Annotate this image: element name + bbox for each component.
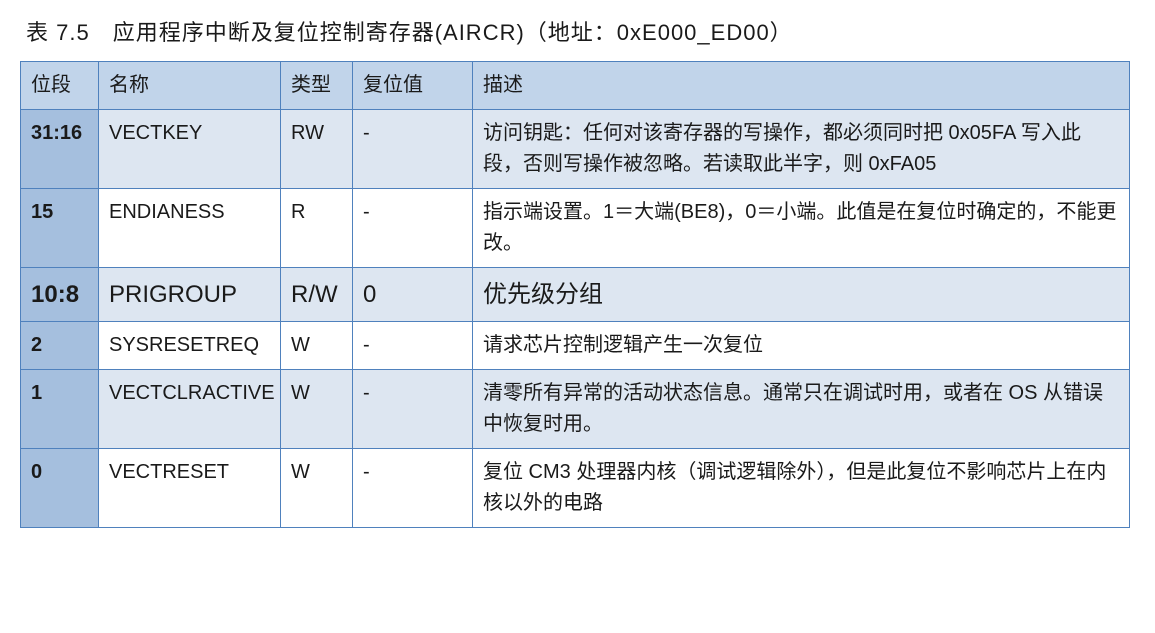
cell-bit: 0 bbox=[21, 449, 99, 528]
cell-name: VECTRESET bbox=[99, 449, 281, 528]
cell-type: W bbox=[281, 370, 353, 449]
cell-bit: 2 bbox=[21, 322, 99, 370]
cell-reset: - bbox=[353, 322, 473, 370]
cell-name: PRIGROUP bbox=[99, 268, 281, 322]
col-header-reset: 复位值 bbox=[353, 62, 473, 110]
cell-reset: 0 bbox=[353, 268, 473, 322]
col-header-desc: 描述 bbox=[473, 62, 1130, 110]
cell-desc: 指示端设置。1＝大端(BE8)，0＝小端。此值是在复位时确定的，不能更改。 bbox=[473, 189, 1130, 268]
cell-name: VECTCLRACTIVE bbox=[99, 370, 281, 449]
cell-reset: - bbox=[353, 189, 473, 268]
table-header-row: 位段 名称 类型 复位值 描述 bbox=[21, 62, 1130, 110]
table-row: 10:8PRIGROUPR/W0优先级分组 bbox=[21, 268, 1130, 322]
cell-bit: 1 bbox=[21, 370, 99, 449]
cell-bit: 31:16 bbox=[21, 110, 99, 189]
cell-type: R/W bbox=[281, 268, 353, 322]
cell-desc: 访问钥匙：任何对该寄存器的写操作，都必须同时把 0x05FA 写入此段，否则写操… bbox=[473, 110, 1130, 189]
cell-desc: 清零所有异常的活动状态信息。通常只在调试时用，或者在 OS 从错误中恢复时用。 bbox=[473, 370, 1130, 449]
cell-type: W bbox=[281, 322, 353, 370]
cell-type: R bbox=[281, 189, 353, 268]
cell-reset: - bbox=[353, 110, 473, 189]
cell-desc: 请求芯片控制逻辑产生一次复位 bbox=[473, 322, 1130, 370]
cell-bit: 15 bbox=[21, 189, 99, 268]
table-caption: 表 7.5 应用程序中断及复位控制寄存器(AIRCR)（地址：0xE000_ED… bbox=[26, 15, 1135, 47]
table-row: 0VECTRESETW-复位 CM3 处理器内核（调试逻辑除外），但是此复位不影… bbox=[21, 449, 1130, 528]
cell-type: RW bbox=[281, 110, 353, 189]
cell-desc: 优先级分组 bbox=[473, 268, 1130, 322]
table-row: 1VECTCLRACTIVEW-清零所有异常的活动状态信息。通常只在调试时用，或… bbox=[21, 370, 1130, 449]
cell-desc: 复位 CM3 处理器内核（调试逻辑除外），但是此复位不影响芯片上在内核以外的电路 bbox=[473, 449, 1130, 528]
cell-reset: - bbox=[353, 449, 473, 528]
cell-name: ENDIANESS bbox=[99, 189, 281, 268]
col-header-name: 名称 bbox=[99, 62, 281, 110]
register-table: 位段 名称 类型 复位值 描述 31:16VECTKEYRW-访问钥匙：任何对该… bbox=[20, 61, 1130, 528]
table-row: 2SYSRESETREQW-请求芯片控制逻辑产生一次复位 bbox=[21, 322, 1130, 370]
cell-name: VECTKEY bbox=[99, 110, 281, 189]
col-header-type: 类型 bbox=[281, 62, 353, 110]
cell-bit: 10:8 bbox=[21, 268, 99, 322]
cell-type: W bbox=[281, 449, 353, 528]
cell-reset: - bbox=[353, 370, 473, 449]
col-header-bit: 位段 bbox=[21, 62, 99, 110]
table-row: 15ENDIANESSR-指示端设置。1＝大端(BE8)，0＝小端。此值是在复位… bbox=[21, 189, 1130, 268]
table-row: 31:16VECTKEYRW-访问钥匙：任何对该寄存器的写操作，都必须同时把 0… bbox=[21, 110, 1130, 189]
cell-name: SYSRESETREQ bbox=[99, 322, 281, 370]
